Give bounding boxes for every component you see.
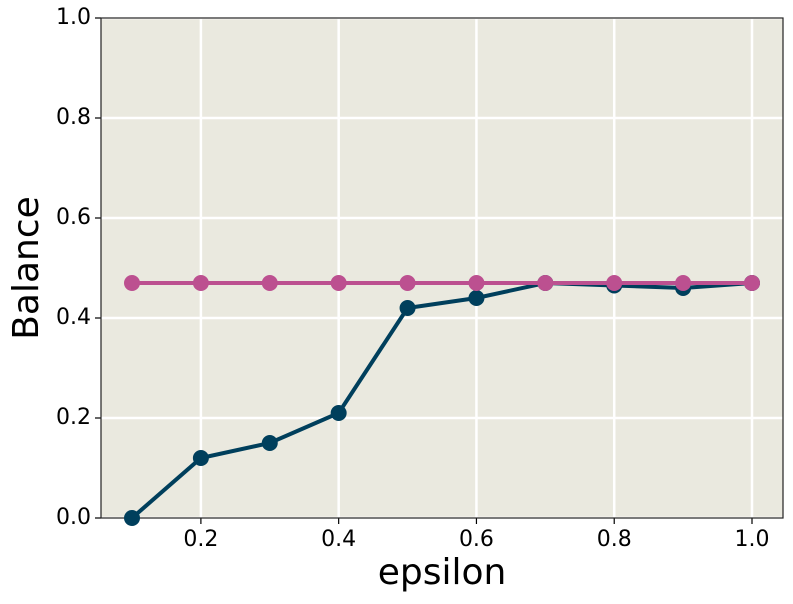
x-tick-label: 0.8 [597,527,632,552]
point [261,275,278,291]
point [468,290,485,306]
point [261,435,278,451]
y-tick-label: 0.0 [56,505,91,530]
y-tick-label: 1.0 [56,5,91,30]
x-tick-label: 1.0 [735,527,770,552]
point [606,275,623,291]
point [330,405,347,421]
point [399,275,416,291]
point [330,275,347,291]
y-tick-label: 0.4 [56,305,91,330]
x-tick-label: 0.6 [459,527,494,552]
point [468,275,485,291]
point [124,510,140,526]
point [675,275,692,291]
series-line [130,280,753,520]
point [124,275,140,291]
y-axis-label: Balance [6,196,47,340]
plot-frame [100,17,784,519]
point [192,450,209,466]
point [744,275,760,291]
point [537,275,554,291]
y-tick-label: 0.8 [56,105,91,130]
point [192,275,209,291]
x-tick-label: 0.4 [321,527,356,552]
x-axis-label: epsilon [378,552,507,593]
point [399,300,416,316]
y-tick-label: 0.6 [56,205,91,230]
plot-area [101,18,783,518]
x-tick-label: 0.2 [183,527,218,552]
y-tick-label: 0.2 [56,405,91,430]
